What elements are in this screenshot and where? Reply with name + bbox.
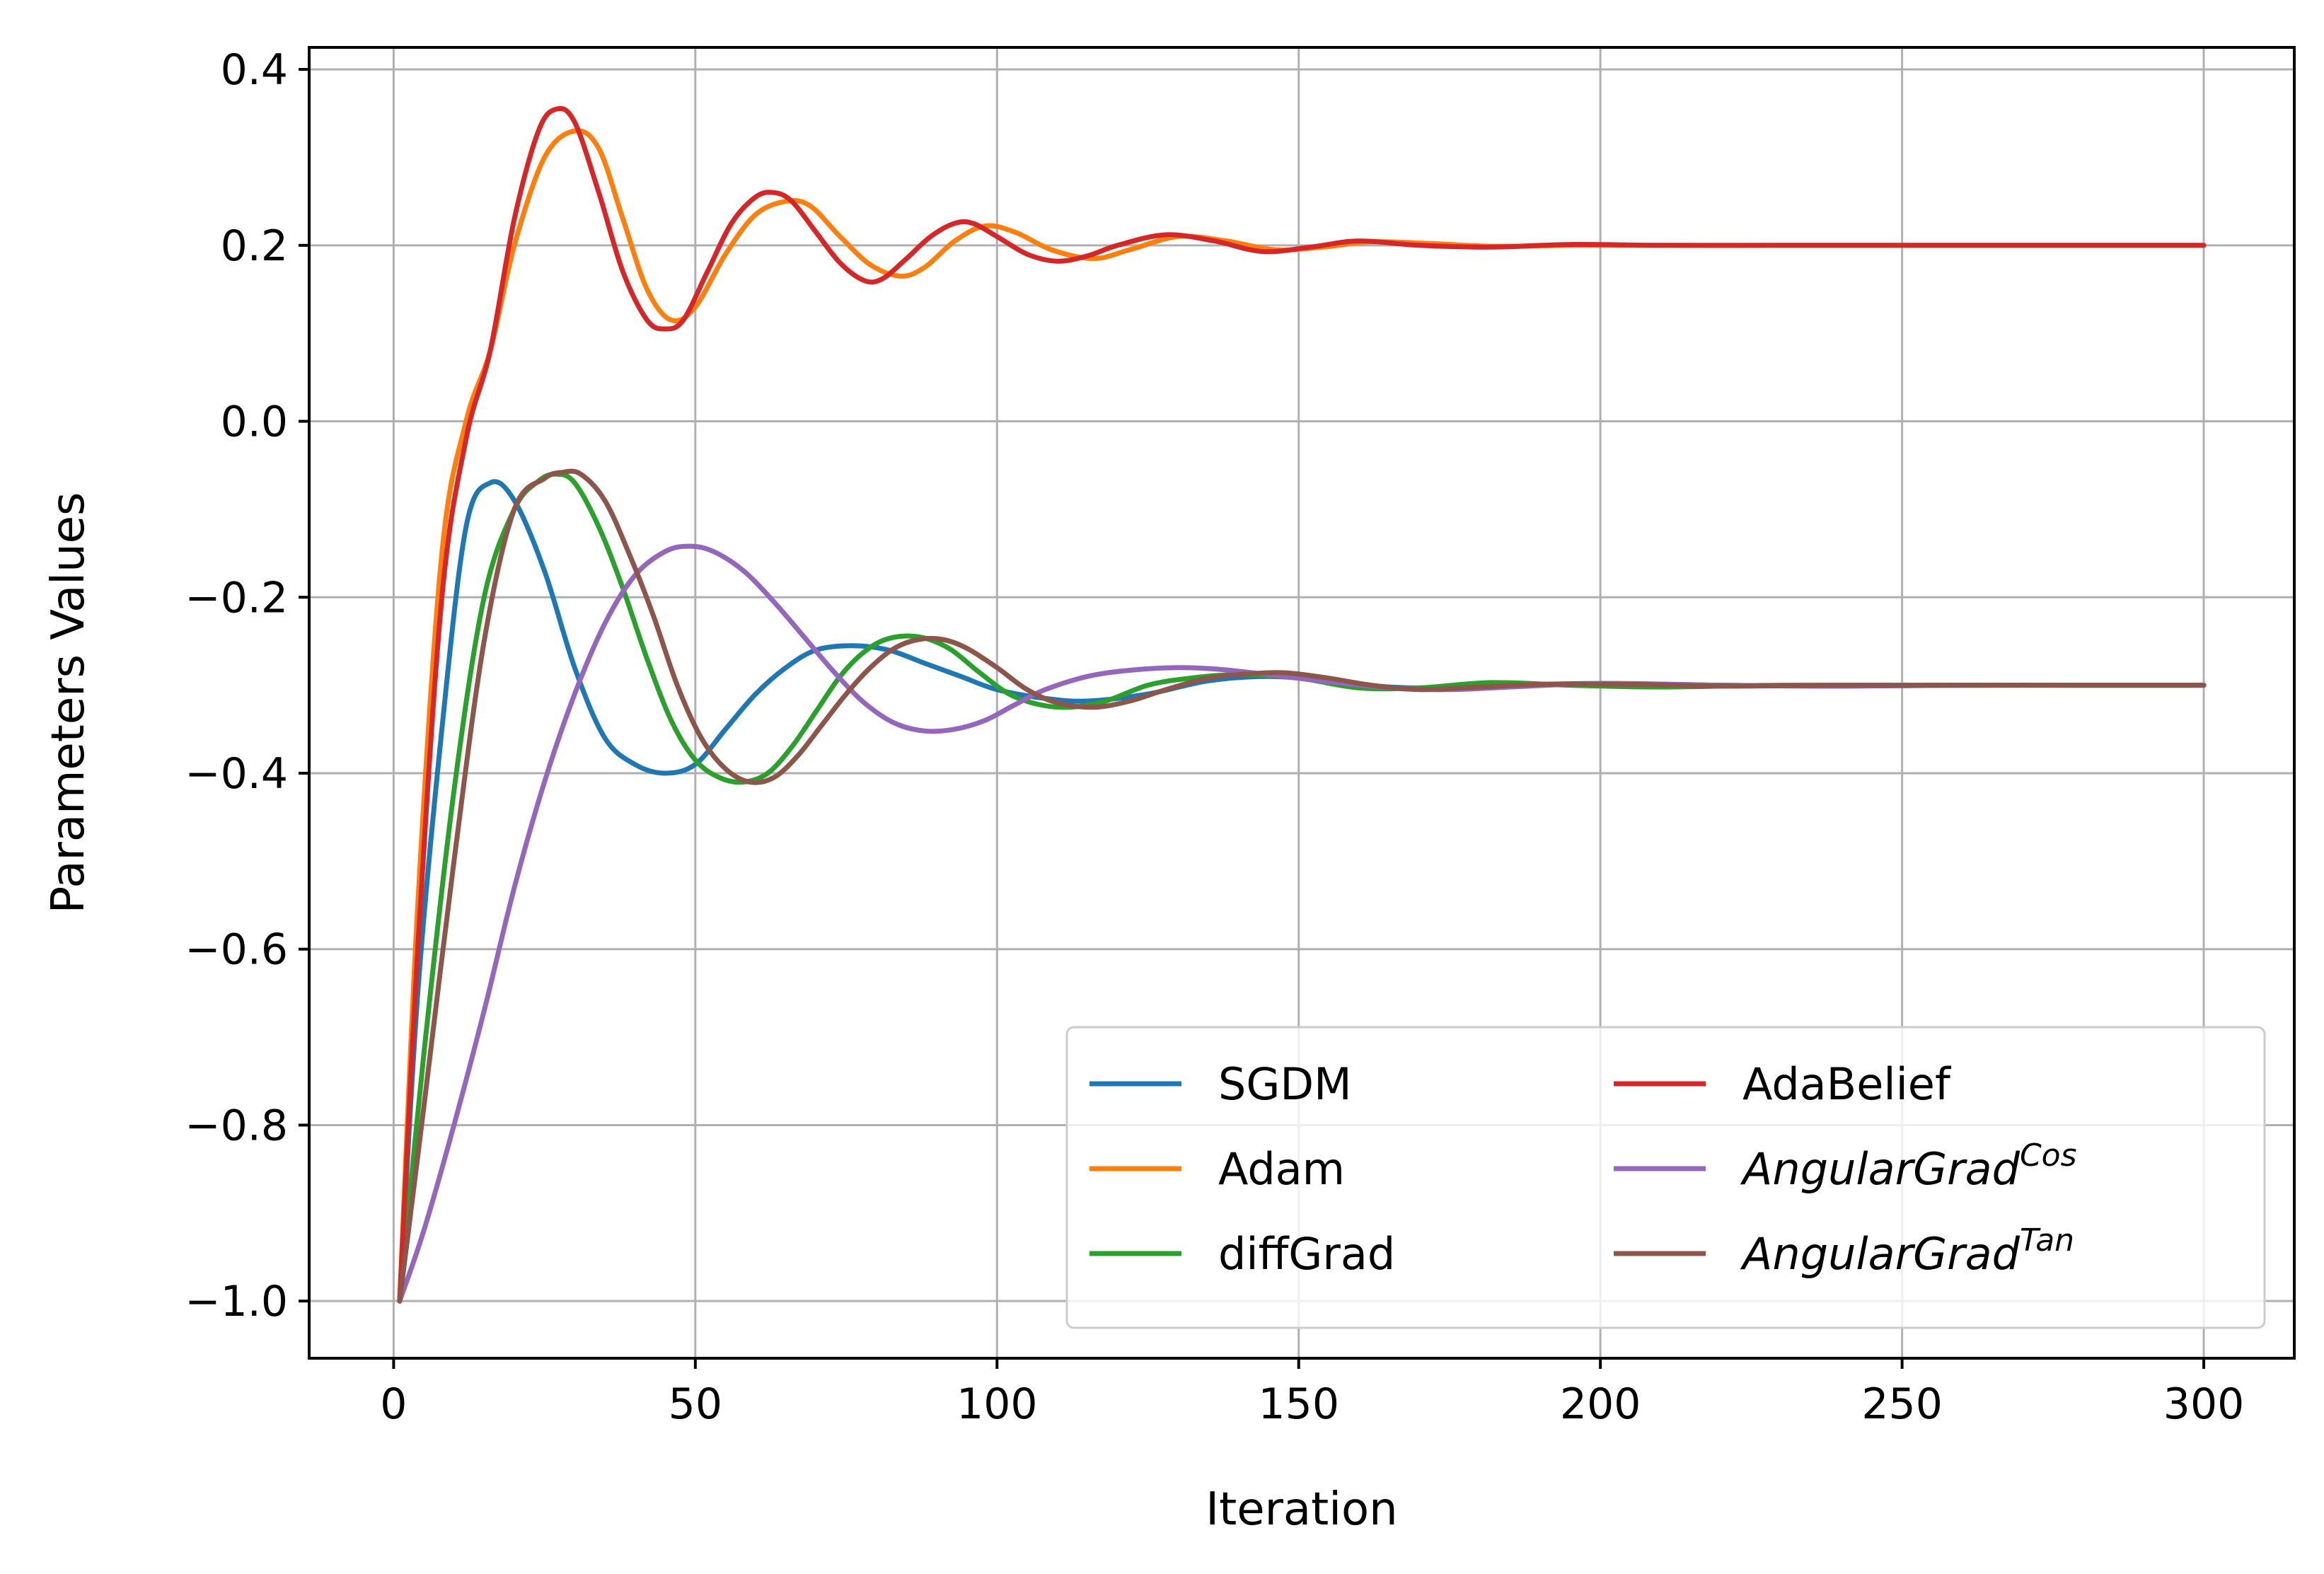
x-tick-label: 0 (380, 1379, 407, 1429)
x-axis-label: Iteration (1206, 1483, 1397, 1536)
x-tick-label: 250 (1861, 1379, 1943, 1429)
legend-label: AngularGradTan (1740, 1222, 2074, 1280)
y-tick-label: −0.4 (185, 749, 288, 799)
legend-label: diffGrad (1218, 1228, 1395, 1280)
legend-label: AdaBelief (1742, 1058, 1952, 1110)
y-tick-label: −1.0 (185, 1277, 288, 1326)
y-tick-label: −0.2 (185, 573, 288, 623)
y-tick-label: 0.4 (221, 45, 288, 95)
legend-label: Adam (1218, 1143, 1345, 1195)
legend-label-superscript: Cos (2020, 1138, 2077, 1174)
y-tick-label: 0.2 (221, 221, 288, 271)
x-tick-label: 100 (956, 1379, 1038, 1429)
legend-label-text: AdaBelief (1742, 1058, 1952, 1110)
y-axis-label: Parameters Values (42, 492, 95, 914)
legend-box (1065, 1026, 2266, 1329)
legend-label-text: diffGrad (1218, 1228, 1395, 1280)
x-tick-label: 300 (2163, 1379, 2245, 1429)
y-tick-label: −0.6 (185, 925, 288, 975)
legend-label-text: AngularGrad (1740, 1228, 2021, 1280)
plot-frame (308, 46, 2296, 1360)
legend-label-superscript: Tan (2020, 1222, 2074, 1258)
legend-label: SGDM (1218, 1058, 1352, 1110)
y-tick-label: −0.8 (185, 1101, 288, 1150)
series-line-6 (397, 468, 2207, 1304)
legend: SGDMAdamdiffGradAdaBeliefAngularGradCosA… (1065, 1026, 2266, 1329)
x-tick-label: 200 (1560, 1379, 1641, 1429)
series-lines (397, 105, 2207, 1304)
y-tick-label: 0.0 (221, 398, 288, 447)
legend-label-text: Adam (1218, 1143, 1345, 1195)
x-tick-label: 150 (1258, 1379, 1339, 1429)
legend-label-text: SGDM (1218, 1058, 1352, 1110)
series-line-4 (397, 105, 2207, 1304)
legend-label-text: AngularGrad (1740, 1143, 2021, 1195)
legend-label: AngularGradCos (1740, 1138, 2077, 1195)
axis-ticks: 0 50 100 150 200 250 300 0.4 0.2 0.0 −0.2 −0.4 −0.6 −… (185, 45, 2244, 1429)
x-tick-label: 50 (669, 1379, 722, 1429)
